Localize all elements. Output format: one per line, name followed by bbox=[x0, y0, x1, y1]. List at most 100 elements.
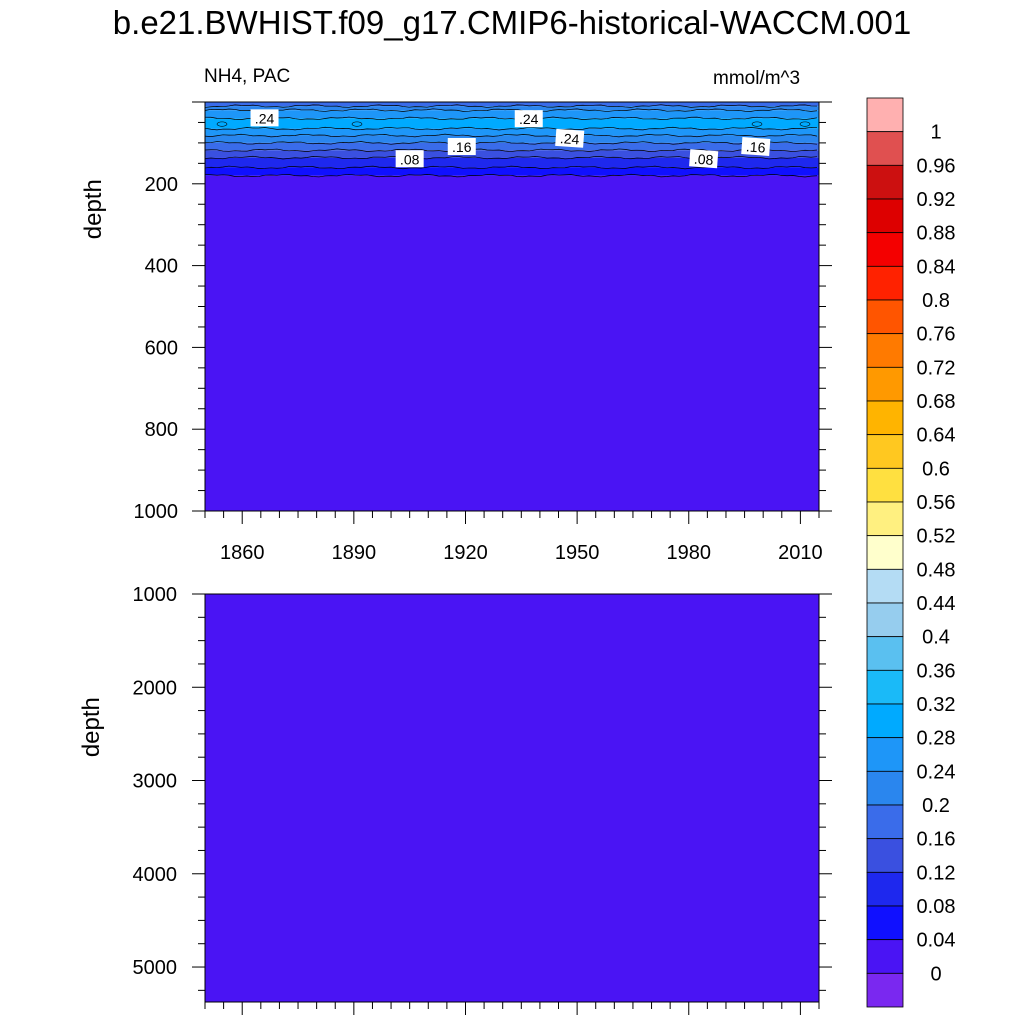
colorbar-box bbox=[866, 804, 904, 840]
x-tick-label: 2010 bbox=[778, 542, 823, 564]
contour-label: .24 bbox=[250, 109, 279, 127]
colorbar-label: 0 bbox=[930, 963, 941, 985]
colorbar-box bbox=[866, 131, 904, 166]
y-tick-label: 3000 bbox=[133, 771, 178, 793]
colorbar-box bbox=[866, 972, 904, 1008]
colorbar-label: 0.24 bbox=[917, 761, 956, 783]
contour-label-box bbox=[689, 149, 719, 169]
colorbar-label: 0.2 bbox=[922, 795, 950, 817]
y-axis-label: depth bbox=[78, 697, 105, 757]
contour-label-text: .16 bbox=[745, 138, 766, 155]
contour-label-box bbox=[447, 137, 476, 155]
colorbar: 1 0.96 0.92 0.88 0.84 0.8 0.76 0.72 0.68 0.64 0.6 0… bbox=[866, 97, 956, 1008]
units-label: mmol/m^3 bbox=[713, 68, 801, 89]
colorbar-label: 0.6 bbox=[922, 458, 950, 480]
contour-label: .08 bbox=[395, 150, 424, 168]
colorbar-label: 0.76 bbox=[917, 324, 956, 346]
depth-layer bbox=[205, 157, 819, 168]
colorbar-label: 0.04 bbox=[917, 930, 956, 952]
depth-layer bbox=[205, 167, 819, 176]
depth-layer bbox=[205, 102, 819, 107]
y-tick-label: 2000 bbox=[133, 677, 178, 699]
x-tick-label: 1920 bbox=[443, 542, 488, 564]
colorbar-label: 0.72 bbox=[917, 357, 956, 379]
contour-label-text: .24 bbox=[559, 130, 580, 147]
contour-label-box bbox=[555, 128, 585, 148]
colorbar-label: 0.52 bbox=[917, 526, 956, 548]
y-tick-label: 400 bbox=[145, 256, 178, 278]
contour-label-text: .16 bbox=[452, 139, 472, 155]
colorbar-box bbox=[866, 400, 904, 436]
colorbar-box bbox=[866, 636, 904, 671]
colorbar-label: 0.4 bbox=[922, 627, 950, 649]
colorbar-label: 0.88 bbox=[917, 223, 956, 245]
x-tick-label: 1890 bbox=[332, 542, 377, 564]
bottom-plot-frame bbox=[204, 593, 820, 1003]
colorbar-label: 1 bbox=[930, 122, 941, 144]
contour-eddy bbox=[351, 121, 363, 127]
contour-line bbox=[204, 126, 818, 131]
chart-title: b.e21.BWHIST.f09_g17.CMIP6-historical-WA… bbox=[112, 4, 912, 41]
colorbar-box bbox=[866, 770, 904, 806]
x-tick-label: 1980 bbox=[667, 542, 712, 564]
y-tick-label: 800 bbox=[145, 419, 178, 441]
variable-label: NH4, PAC bbox=[204, 66, 291, 87]
top-panel: .24 .24 .24 .16 .16 .08 .08 200 400 600 800 1000 dep… bbox=[80, 101, 832, 564]
contour-line bbox=[204, 141, 818, 145]
contour-eddy bbox=[799, 121, 811, 127]
colorbar-box bbox=[866, 737, 904, 772]
contour-label-box bbox=[250, 109, 279, 127]
depth-layer bbox=[205, 150, 819, 158]
colorbar-box bbox=[866, 434, 904, 469]
depth-layer bbox=[205, 142, 819, 151]
colorbar-label: 0.12 bbox=[917, 862, 956, 884]
depth-layer bbox=[205, 106, 819, 111]
contour-label: .16 bbox=[741, 137, 771, 156]
colorbar-box bbox=[866, 232, 904, 267]
depth-layer bbox=[205, 175, 819, 511]
colorbar-box bbox=[866, 871, 904, 907]
depth-layer bbox=[205, 110, 819, 119]
contour-label-text: .24 bbox=[255, 110, 275, 126]
colorbar-label: 0.8 bbox=[922, 290, 950, 312]
colorbar-label: 0.92 bbox=[917, 189, 956, 211]
x-tick-label: 1950 bbox=[555, 542, 600, 564]
colorbar-box bbox=[866, 838, 904, 873]
colorbar-box bbox=[866, 467, 904, 503]
contour-label: .24 bbox=[514, 110, 543, 128]
contour-label-box bbox=[514, 110, 543, 128]
contour-label: .16 bbox=[447, 137, 476, 155]
y-tick-label: 5000 bbox=[133, 957, 178, 979]
colorbar-label: 0.56 bbox=[917, 492, 956, 514]
colorbar-box bbox=[866, 939, 904, 974]
colorbar-box bbox=[866, 501, 904, 537]
colorbar-box bbox=[866, 602, 904, 638]
colorbar-box bbox=[866, 265, 904, 301]
colorbar-box bbox=[866, 97, 904, 133]
contour-line bbox=[204, 173, 818, 178]
contour-label-text: .08 bbox=[693, 151, 714, 168]
contour-line bbox=[204, 108, 818, 112]
colorbar-label: 0.84 bbox=[917, 256, 956, 278]
y-tick-label: 600 bbox=[145, 337, 178, 359]
colorbar-label: 0.28 bbox=[917, 728, 956, 750]
y-tick-label: 1000 bbox=[134, 501, 179, 523]
contour-label: .08 bbox=[689, 149, 719, 169]
contour-label-text: .08 bbox=[400, 151, 420, 167]
contour-label-text: .24 bbox=[519, 111, 539, 127]
depth-layer bbox=[205, 128, 819, 136]
contour-label: .24 bbox=[555, 128, 585, 148]
x-tick-label: 1860 bbox=[220, 542, 265, 564]
colorbar-label: 0.36 bbox=[917, 660, 956, 682]
y-axis-label: depth bbox=[80, 179, 107, 239]
depth-layer bbox=[205, 135, 819, 143]
colorbar-box bbox=[866, 568, 904, 604]
contour-label-box bbox=[395, 150, 424, 168]
colorbar-box bbox=[866, 164, 904, 200]
colorbar-label: 0.16 bbox=[917, 829, 956, 851]
colorbar-label: 0.64 bbox=[917, 425, 956, 447]
colorbar-box bbox=[866, 366, 904, 402]
contour-eddy bbox=[751, 121, 763, 127]
colorbar-label: 0.96 bbox=[917, 155, 956, 177]
